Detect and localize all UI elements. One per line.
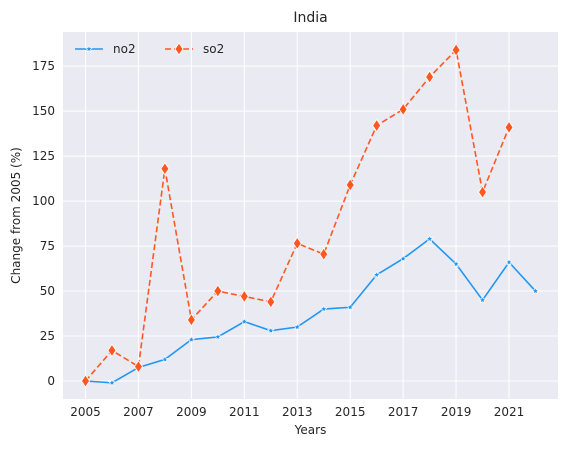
y-tick-label: 100 (32, 194, 55, 208)
data-point-so2 (451, 43, 461, 57)
data-point-so2 (504, 120, 514, 135)
data-point-no2 (160, 355, 169, 363)
data-point-no2 (372, 270, 381, 279)
legend-marker-no2 (85, 44, 93, 53)
data-point-so2 (107, 343, 117, 358)
data-point-no2 (478, 295, 487, 304)
legend-item-no2: no2 (75, 42, 136, 56)
x-tick-label: 2017 (388, 405, 419, 419)
data-point-no2 (425, 234, 434, 243)
x-tick-label: 2019 (441, 405, 472, 419)
data-point-so2 (425, 70, 435, 84)
series-so2 (81, 43, 514, 388)
data-point-so2 (372, 118, 382, 133)
legend-label-so2: so2 (203, 42, 224, 56)
series-layer (81, 43, 540, 388)
chart-title: India (293, 10, 327, 26)
data-point-no2 (266, 326, 275, 335)
data-point-no2 (531, 286, 540, 295)
data-point-no2 (240, 317, 249, 326)
legend: no2 so2 (75, 42, 224, 56)
data-point-no2 (319, 304, 328, 313)
plot-area (63, 32, 558, 399)
x-tick-label: 2007 (123, 405, 154, 419)
data-point-no2 (505, 258, 514, 266)
data-point-so2 (160, 162, 170, 176)
data-point-so2 (239, 289, 249, 304)
data-point-so2 (81, 374, 90, 388)
data-point-no2 (107, 378, 116, 387)
data-point-no2 (452, 259, 461, 268)
data-point-no2 (187, 335, 196, 344)
y-tick-label: 175 (32, 59, 55, 73)
data-point-so2 (213, 284, 223, 298)
legend-marker-so2 (174, 42, 184, 56)
legend-label-no2: no2 (113, 42, 136, 56)
data-point-no2 (399, 254, 408, 263)
y-tick-label: 125 (32, 149, 55, 163)
y-axis-ticks: 0 25 50 75 100 125 150 175 (32, 59, 55, 388)
data-point-no2 (346, 303, 355, 311)
y-axis-label: Change from 2005 (%) (9, 147, 23, 284)
data-point-so2 (319, 247, 329, 261)
y-tick-label: 50 (40, 284, 55, 298)
y-tick-label: 75 (40, 239, 55, 253)
x-axis-ticks: 2005 2007 2009 2011 2013 2015 2017 2019 2021 (70, 405, 524, 419)
data-point-so2 (292, 236, 302, 251)
x-tick-label: 2009 (176, 405, 207, 419)
data-point-so2 (186, 313, 196, 327)
x-tick-label: 2005 (70, 405, 101, 419)
x-tick-label: 2011 (229, 405, 260, 419)
y-tick-label: 0 (47, 374, 55, 388)
x-tick-label: 2015 (335, 405, 366, 419)
series-line-no2 (85, 237, 537, 384)
data-point-so2 (345, 178, 355, 192)
y-tick-label: 150 (32, 104, 55, 118)
grid-lines (63, 32, 558, 399)
legend-item-so2: so2 (165, 42, 224, 56)
x-tick-label: 2021 (494, 405, 525, 419)
x-axis-label: Years (294, 423, 327, 437)
data-point-no2 (293, 322, 302, 331)
data-point-so2 (266, 295, 276, 309)
x-tick-label: 2013 (282, 405, 313, 419)
data-point-so2 (478, 185, 488, 199)
y-tick-label: 25 (40, 329, 55, 343)
data-point-so2 (133, 359, 143, 374)
data-point-no2 (213, 332, 222, 341)
data-point-so2 (398, 102, 408, 117)
